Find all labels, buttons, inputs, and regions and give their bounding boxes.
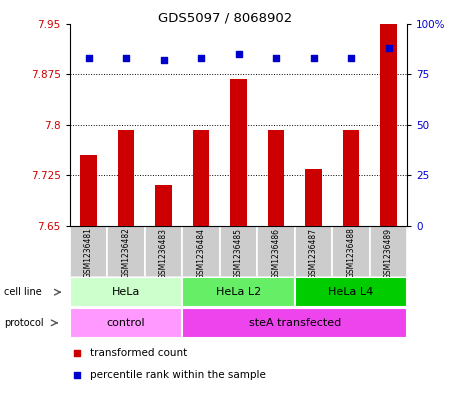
Bar: [230, 79, 247, 226]
Bar: [268, 130, 284, 226]
Text: HeLa: HeLa: [112, 287, 140, 297]
Bar: [155, 185, 172, 226]
Text: percentile rank within the sample: percentile rank within the sample: [90, 370, 266, 380]
Text: GDS5097 / 8068902: GDS5097 / 8068902: [158, 11, 292, 24]
Bar: [182, 308, 407, 338]
Point: [73, 372, 80, 378]
Text: HeLa L2: HeLa L2: [216, 287, 261, 297]
Bar: [182, 226, 220, 277]
Bar: [117, 130, 135, 226]
Point: [310, 55, 317, 61]
Text: protocol: protocol: [4, 318, 44, 328]
Bar: [70, 308, 182, 338]
Bar: [80, 155, 97, 226]
Bar: [380, 24, 397, 226]
Point: [235, 51, 242, 57]
Text: GSM1236485: GSM1236485: [234, 228, 243, 279]
Text: GSM1236484: GSM1236484: [197, 228, 206, 279]
Point: [272, 55, 279, 61]
Point: [198, 55, 205, 61]
Point: [160, 57, 167, 63]
Text: GSM1236483: GSM1236483: [159, 228, 168, 279]
Text: GSM1236486: GSM1236486: [271, 228, 280, 279]
Point: [85, 55, 92, 61]
Bar: [70, 226, 107, 277]
Text: cell line: cell line: [4, 287, 42, 297]
Bar: [145, 226, 182, 277]
Bar: [220, 226, 257, 277]
Bar: [257, 226, 295, 277]
Bar: [182, 277, 295, 307]
Bar: [70, 277, 182, 307]
Point: [385, 45, 392, 51]
Point: [347, 55, 355, 61]
Text: GSM1236481: GSM1236481: [84, 228, 93, 278]
Point: [122, 55, 130, 61]
Bar: [305, 169, 322, 226]
Text: control: control: [107, 318, 145, 328]
Text: GSM1236489: GSM1236489: [384, 228, 393, 279]
Bar: [332, 226, 370, 277]
Bar: [107, 226, 145, 277]
Text: steA transfected: steA transfected: [248, 318, 341, 328]
Bar: [295, 277, 407, 307]
Text: HeLa L4: HeLa L4: [328, 287, 374, 297]
Text: GSM1236488: GSM1236488: [346, 228, 356, 278]
Text: transformed count: transformed count: [90, 348, 187, 358]
Text: GSM1236482: GSM1236482: [122, 228, 130, 278]
Bar: [193, 130, 209, 226]
Point: [73, 350, 80, 356]
Bar: [295, 226, 332, 277]
Text: GSM1236487: GSM1236487: [309, 228, 318, 279]
Bar: [370, 226, 407, 277]
Bar: [342, 130, 360, 226]
